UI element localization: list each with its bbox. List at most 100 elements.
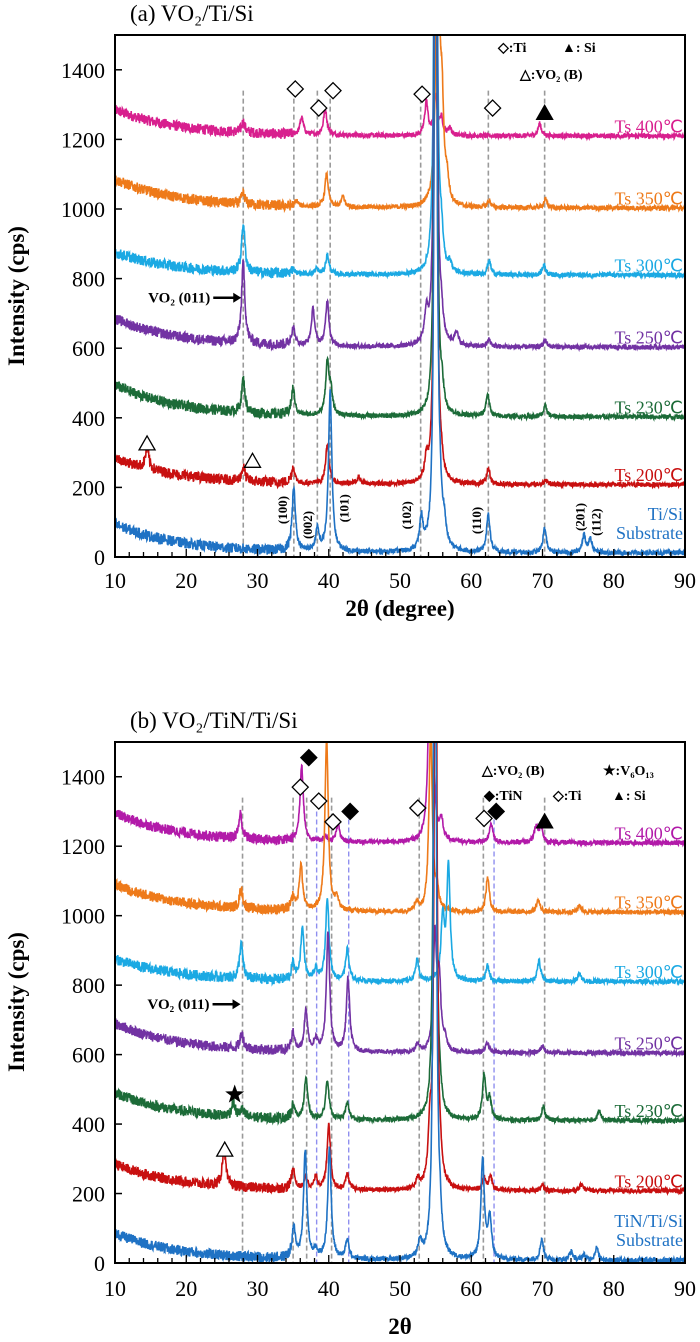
- series-line: [115, 35, 685, 490]
- x-tick-label: 80: [603, 568, 625, 593]
- panel-title: (b) VO₂/TiN/Ti/Si: [130, 708, 298, 733]
- panel-b: (b) VO₂/TiN/Ti/Si 2θ Intensity (cps) Ts …: [4, 708, 696, 1339]
- y-tick-label: 800: [72, 973, 105, 998]
- tin-marker: [299, 748, 318, 767]
- ti-marker: [413, 85, 432, 104]
- ti-marker: [483, 99, 502, 117]
- legend-item: ◇:Ti: [497, 41, 527, 56]
- v6o13-marker: [225, 1084, 245, 1103]
- x-tick-label: 40: [318, 568, 340, 593]
- y-tick-label: 200: [72, 475, 105, 500]
- ti-marker: [309, 792, 328, 810]
- vo2-011-annotation: VO₂ (011): [147, 997, 209, 1013]
- series-label: Ts 250℃: [615, 1033, 683, 1053]
- series-label: Substrate: [616, 1230, 683, 1250]
- legend-item: △:VO₂ (B): [481, 764, 545, 779]
- ti-marker: [324, 81, 342, 100]
- vo2b-marker: [137, 434, 157, 451]
- y-tick-label: 400: [72, 1112, 105, 1137]
- y-tick-label: 600: [72, 336, 105, 361]
- y-tick-label: 1000: [61, 197, 105, 222]
- series-line: [115, 742, 685, 1196]
- ti-marker: [309, 99, 328, 117]
- panel-a: (a) VO₂/Ti/Si 2θ (degree) Intensity (cps…: [4, 1, 696, 621]
- series-line: [115, 742, 685, 918]
- y-tick-label: 600: [72, 1043, 105, 1068]
- series-label: Ts 230℃: [615, 1101, 683, 1121]
- tin-marker: [487, 802, 506, 821]
- x-tick-label: 60: [460, 568, 482, 593]
- series-line: [115, 742, 685, 1126]
- x-tick-label: 60: [460, 1276, 482, 1301]
- arrow-head-icon: [233, 292, 242, 303]
- legend-item: ▲: Si: [612, 789, 646, 804]
- miller-index-label: (112): [589, 508, 604, 535]
- y-tick-label: 800: [72, 267, 105, 292]
- x-tick-label: 10: [104, 1276, 126, 1301]
- x-tick-label: 50: [389, 568, 411, 593]
- legend-item: ◆:TiN: [483, 789, 523, 804]
- x-tick-label: 30: [247, 1276, 269, 1301]
- legend-item: △:VO₂ (B): [519, 68, 583, 83]
- series-label: TiN/Ti/Si: [614, 1211, 683, 1231]
- y-axis-title: Intensity (cps): [4, 226, 29, 366]
- y-axis-title: Intensity (cps): [4, 932, 29, 1072]
- vo2-011-annotation: VO₂ (011): [148, 291, 210, 307]
- x-tick-label: 90: [674, 1276, 696, 1301]
- legend-item: ★:V₆O₁₃: [603, 763, 654, 779]
- miller-index-label: (102): [399, 501, 414, 529]
- x-tick-label: 40: [318, 1276, 340, 1301]
- series-label: Ts 350℃: [615, 893, 683, 913]
- series-line: [115, 35, 685, 422]
- y-tick-label: 1200: [61, 127, 105, 152]
- series-line: [115, 35, 685, 214]
- x-tick-label: 90: [674, 568, 696, 593]
- vo2b-marker: [243, 451, 262, 468]
- arrow-head-icon: [232, 999, 241, 1010]
- x-tick-label: 20: [175, 1276, 197, 1301]
- miller-index-label: (101): [336, 494, 351, 522]
- series-label: Substrate: [616, 523, 683, 543]
- series-label: Ts 200℃: [615, 1171, 683, 1191]
- legend-item: ▲: Si: [562, 41, 596, 56]
- ti-marker: [475, 809, 493, 828]
- miller-index-label: (002): [300, 511, 315, 539]
- si-marker: [535, 812, 554, 829]
- ti-marker: [286, 80, 305, 98]
- series-label: Ts 350℃: [615, 188, 683, 208]
- miller-index-label: (110): [469, 507, 484, 534]
- y-tick-label: 0: [94, 1251, 105, 1276]
- si-marker: [535, 103, 554, 120]
- y-tick-label: 1200: [61, 834, 105, 859]
- panel-title: (a) VO₂/Ti/Si: [130, 1, 254, 26]
- series-label: Ts 250℃: [615, 328, 683, 348]
- miller-index-label: (100): [275, 496, 290, 524]
- y-tick-label: 1400: [61, 58, 105, 83]
- series-label: Ts 300℃: [615, 256, 683, 276]
- x-axis-title: 2θ (degree): [345, 596, 454, 621]
- legend-item: ◇:Ti: [552, 789, 582, 804]
- series-label: Ts 300℃: [615, 962, 683, 982]
- y-tick-label: 1400: [61, 765, 105, 790]
- x-tick-label: 70: [532, 1276, 554, 1301]
- tin-marker: [341, 802, 360, 821]
- series-line: [115, 924, 685, 1058]
- x-tick-label: 70: [532, 568, 554, 593]
- series-label: Ts 400℃: [615, 116, 683, 136]
- vo2b-marker: [215, 1140, 234, 1157]
- y-tick-label: 1000: [61, 904, 105, 929]
- x-tick-label: 20: [175, 568, 197, 593]
- ti-marker: [324, 812, 342, 831]
- series-label: Ts 230℃: [615, 397, 683, 417]
- series-line: [115, 35, 685, 353]
- series-line: [115, 35, 685, 281]
- x-tick-label: 50: [389, 1276, 411, 1301]
- series-label: Ts 200℃: [615, 465, 683, 485]
- ti-marker: [291, 778, 310, 797]
- y-tick-label: 400: [72, 406, 105, 431]
- y-tick-label: 0: [94, 545, 105, 570]
- series-label: Ts 400℃: [615, 823, 683, 843]
- series-label: Ti/Si: [648, 504, 683, 524]
- x-tick-label: 30: [247, 568, 269, 593]
